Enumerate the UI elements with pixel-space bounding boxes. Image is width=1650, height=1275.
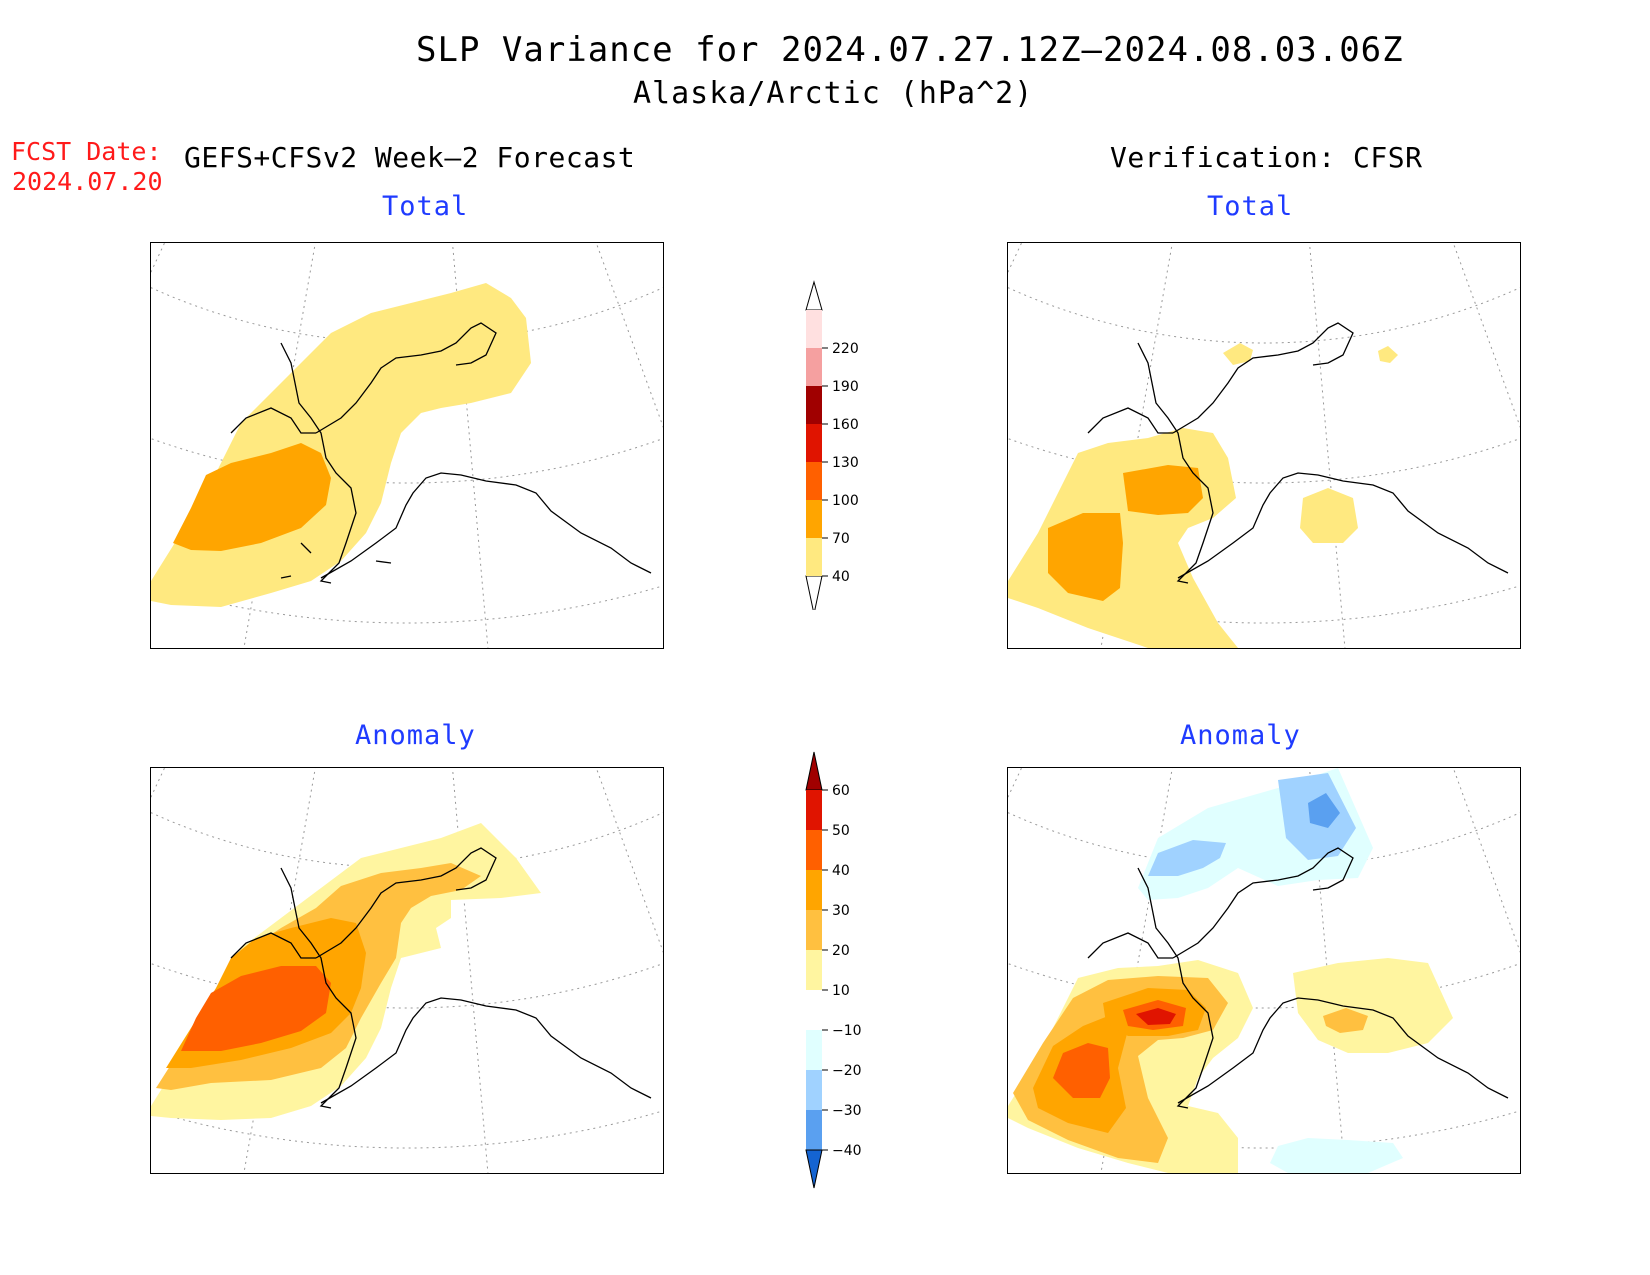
verification-total-title: Total [1207,191,1294,222]
coastline [1087,847,1509,1109]
graticule-line [243,768,316,1173]
total-colorbar: 40 70 100 130 160 190 220 [805,280,859,610]
graticule-line [1308,243,1346,648]
right-column-title: Verification: CFSR [1110,141,1423,174]
verification-anomaly-map [1007,767,1521,1174]
forecast-total-title: Total [382,191,469,222]
colorbar-swatch [806,424,822,462]
colorbar-tick-label: 190 [832,379,859,395]
colorbar-tick-label: 50 [832,823,850,839]
fcst-date-value: 2024.07.20 [12,167,163,196]
contour-10-20-east-core [1323,1008,1368,1033]
colorbar-swatch [806,386,822,424]
colorbar-swatch [806,500,822,538]
contour-70-100-north [1123,465,1203,515]
forecast-anomaly-map [150,767,664,1174]
colorbar-tick-label: 160 [832,417,859,433]
colorbar-swatch [806,790,822,830]
forecast-total-map [150,242,664,649]
graticule-line [595,243,663,428]
colorbar-tick-label: −20 [832,1063,862,1079]
contour-neg10-south [1270,1138,1403,1173]
colorbar-swatch [806,950,822,990]
verification-total-map [1007,242,1521,649]
coastline [230,847,652,1109]
colorbar-swatch [806,870,822,910]
contour-40-70-arctic [1223,343,1253,365]
colorbar-swatch [806,990,822,1030]
contour-neg30-neg40 [1308,793,1340,828]
coastline [1087,322,1509,584]
coastline [230,322,652,584]
chart-subtitle: Alaska/Arctic (hPa^2) [633,76,1034,111]
colorbar-tick-label: 130 [832,455,859,471]
colorbar-swatch [806,830,822,870]
colorbar-swatch [806,462,822,500]
anomaly-colorbar: 60 50 40 30 20 10 −10 −20 −30 −40 [805,751,862,1189]
contour-40-70-ne [1300,488,1358,543]
colorbar-tick-label: −30 [832,1103,862,1119]
colorbar-swatch [806,348,822,386]
contour-70-100 [173,443,331,551]
colorbar-swatch [806,910,822,950]
colorbar-tick-label: 100 [832,493,859,509]
contour-40-70-ne-coast [1378,346,1398,363]
colorbar-tick-label: −40 [832,1143,862,1159]
colorbar-tick-label: 30 [832,903,850,919]
graticule-line [1452,243,1520,428]
graticule-line [243,243,316,648]
chart-title: SLP Variance for 2024.07.27.12Z–2024.08.… [416,30,1404,70]
left-column-title: GEFS+CFSv2 Week–2 Forecast [184,141,636,174]
contour-70-100-south [1048,513,1123,601]
colorbar-tick-label: 40 [832,569,850,585]
colorbar-top-arrow [805,280,823,311]
contour-40-70-main [1008,428,1238,648]
graticule-line [595,768,663,953]
contour-10-20-east [1293,958,1453,1053]
forecast-anomaly-title: Anomaly [355,720,476,751]
contour-50-60 [1136,1008,1176,1025]
colorbar-swatch [806,1110,822,1150]
colorbar-swatch [806,538,822,576]
graticule-line [1008,437,1520,484]
fcst-date-label: FCST Date: [11,137,162,166]
colorbar-swatch [806,310,822,348]
colorbar-tick-label: 10 [832,983,850,999]
graticule-line [1008,287,1520,344]
contour-40-50-a [1053,1043,1110,1098]
colorbar-tick-label: 220 [832,341,859,357]
colorbar-tick-label: −10 [832,1023,862,1039]
graticule-line [1452,768,1520,953]
colorbar-tick-label: 20 [832,943,850,959]
contour-neg20-neg30-a [1148,840,1226,876]
colorbar-tick-label: 70 [832,531,850,547]
colorbar-swatch [806,1030,822,1070]
colorbar-bottom-arrow [805,1149,823,1189]
colorbar-bottom-arrow [805,575,823,610]
colorbar-tick-label: 40 [832,863,850,879]
colorbar-tick-label: 60 [832,783,850,799]
colorbar-swatch [806,1070,822,1110]
verification-anomaly-title: Anomaly [1180,720,1301,751]
colorbar-top-arrow [805,751,823,791]
contour-40-50 [181,966,331,1051]
